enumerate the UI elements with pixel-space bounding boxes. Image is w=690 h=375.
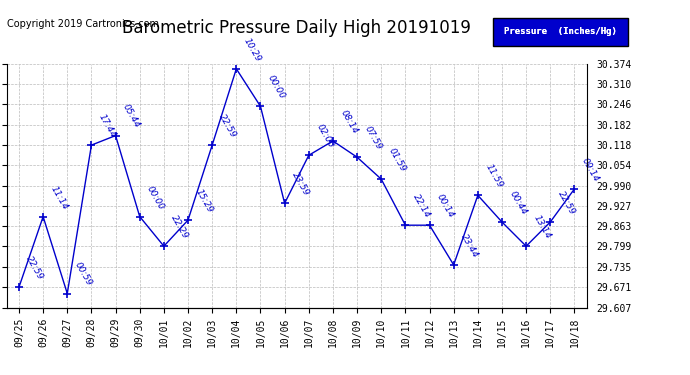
FancyBboxPatch shape <box>493 18 628 46</box>
Text: Copyright 2019 Cartronics.com: Copyright 2019 Cartronics.com <box>7 19 159 29</box>
Text: 00:59: 00:59 <box>73 261 94 288</box>
Text: 22:14: 22:14 <box>411 193 432 220</box>
Text: 11:14: 11:14 <box>49 184 70 211</box>
Text: 13:14: 13:14 <box>532 214 553 241</box>
Text: 11:59: 11:59 <box>484 163 504 190</box>
Text: 00:00: 00:00 <box>266 74 287 101</box>
Text: 05:44: 05:44 <box>121 103 142 130</box>
Text: 00:14: 00:14 <box>435 193 456 220</box>
Text: 22:29: 22:29 <box>170 214 190 241</box>
Text: 07:59: 07:59 <box>363 124 384 152</box>
Text: 00:00: 00:00 <box>146 184 166 211</box>
Text: Pressure  (Inches/Hg): Pressure (Inches/Hg) <box>504 27 617 36</box>
Text: 22:59: 22:59 <box>218 112 239 140</box>
Text: 23:59: 23:59 <box>290 171 311 198</box>
Text: 09:14: 09:14 <box>580 156 601 183</box>
Text: 17:44: 17:44 <box>97 112 118 140</box>
Text: 08:14: 08:14 <box>339 108 359 135</box>
Text: Barometric Pressure Daily High 20191019: Barometric Pressure Daily High 20191019 <box>122 19 471 37</box>
Text: 22:59: 22:59 <box>556 189 577 216</box>
Text: 15:29: 15:29 <box>194 188 215 214</box>
Text: 22:59: 22:59 <box>25 255 46 282</box>
Text: 00:44: 00:44 <box>508 189 529 216</box>
Text: 23:44: 23:44 <box>460 232 480 260</box>
Text: 02:00: 02:00 <box>315 123 335 150</box>
Text: 01:59: 01:59 <box>387 147 408 174</box>
Text: 10:29: 10:29 <box>242 36 263 63</box>
Text: Pressure  (Inches/Hg): Pressure (Inches/Hg) <box>504 27 617 36</box>
